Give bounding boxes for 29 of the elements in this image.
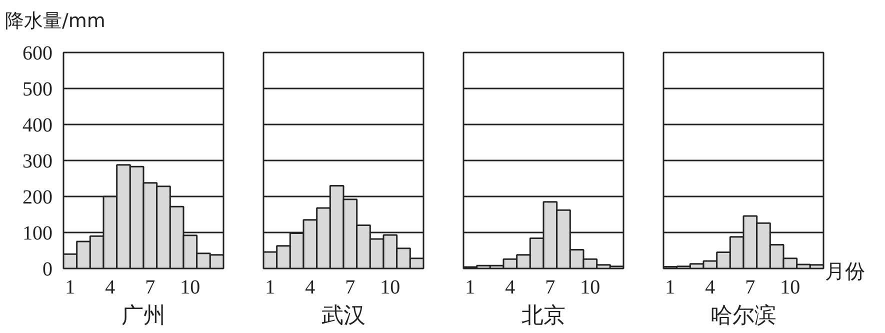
x-tick-label: 4 xyxy=(105,276,116,298)
x-tick-label: 7 xyxy=(145,276,156,298)
y-tick-label: 400 xyxy=(22,114,52,136)
x-tick-label: 1 xyxy=(465,276,476,298)
text: 广州 xyxy=(122,304,166,328)
x-tick-label: 1 xyxy=(665,276,676,298)
y-tick-label: 300 xyxy=(22,150,52,172)
y-axis-title: 降水量/mm xyxy=(5,9,106,34)
x-tick-label: 10 xyxy=(180,276,200,298)
text: 武汉 xyxy=(322,304,366,328)
x-tick-label: 4 xyxy=(305,276,316,298)
x-tick-label: 4 xyxy=(505,276,516,298)
y-tick-label: 100 xyxy=(22,222,52,244)
y-tick-label: 0 xyxy=(42,258,52,280)
x-tick-label: 10 xyxy=(780,276,800,298)
text: 北京 xyxy=(522,304,566,328)
x-axis-title: 月份 xyxy=(825,258,865,285)
text: 哈尔滨 xyxy=(710,304,776,328)
y-tick-label: 200 xyxy=(22,186,52,208)
x-tick-label: 10 xyxy=(580,276,600,298)
x-tick-label: 4 xyxy=(705,276,716,298)
x-tick-label: 10 xyxy=(380,276,400,298)
x-tick-label: 7 xyxy=(745,276,756,298)
x-tick-label: 7 xyxy=(545,276,556,298)
x-tick-label: 1 xyxy=(265,276,276,298)
x-tick-label: 7 xyxy=(345,276,356,298)
x-tick-label: 1 xyxy=(65,276,76,298)
y-tick-label: 500 xyxy=(22,78,52,100)
y-tick-label: 600 xyxy=(22,42,52,64)
